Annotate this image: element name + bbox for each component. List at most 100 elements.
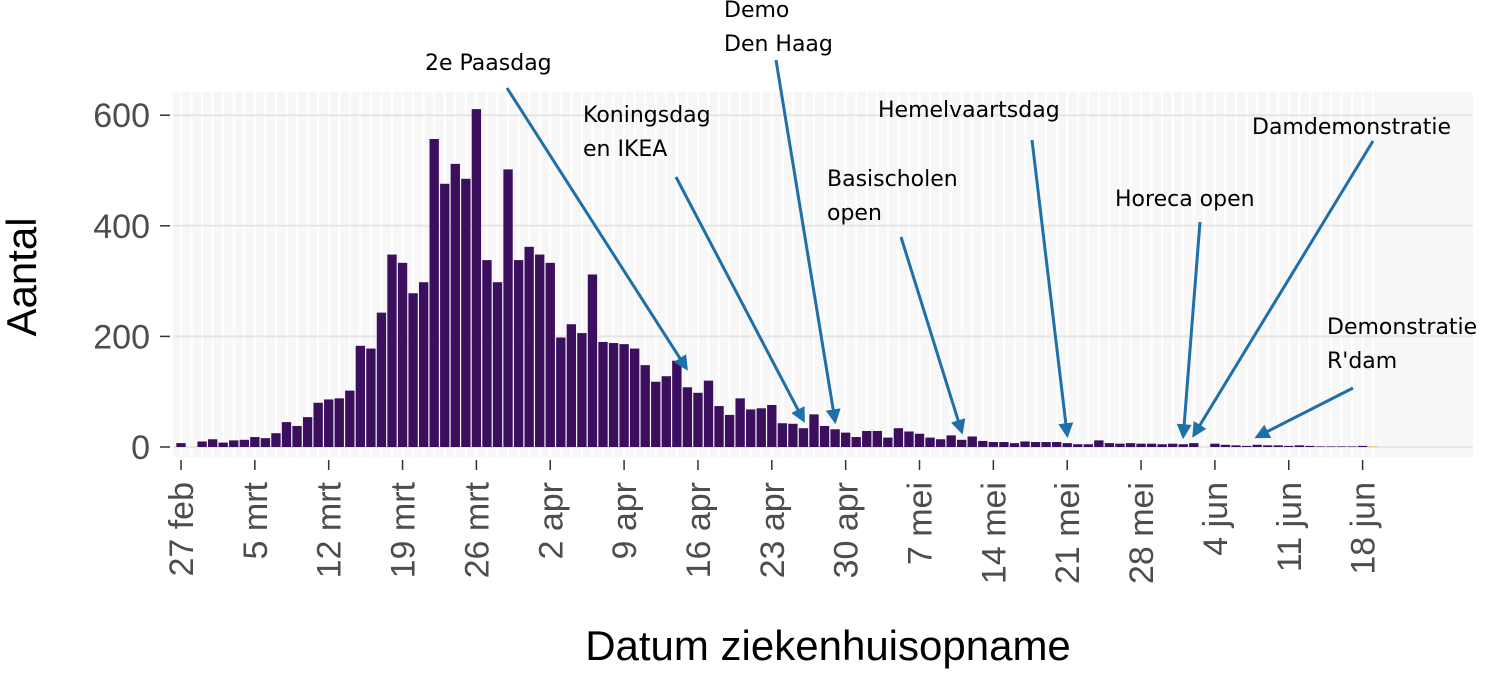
annotation: Horeca open [1115, 187, 1255, 440]
bar [461, 178, 471, 448]
bar [376, 312, 387, 447]
bar [651, 381, 661, 447]
bar [935, 439, 946, 447]
annotation-label: en IKEA [583, 137, 667, 162]
x-axis-title: Datum ziekenhuisopname [585, 622, 1071, 669]
bar [566, 324, 577, 447]
bar [418, 282, 429, 447]
bar [957, 439, 967, 447]
bar [1368, 446, 1378, 447]
annotation-label: Hemelvaartsdag [878, 98, 1060, 123]
bar [925, 437, 935, 447]
bars [176, 109, 1378, 448]
x-tick-label: 7 mei [902, 482, 940, 565]
bar [724, 414, 735, 447]
bar [1241, 445, 1252, 447]
bar [207, 439, 218, 447]
x-tick-label: 27 feb [163, 482, 201, 577]
annotation-arrow [1030, 139, 1074, 439]
x-tick-label: 26 mrt [458, 481, 496, 578]
bar [1336, 446, 1347, 447]
bar [714, 406, 724, 447]
x-tick-label: 4 jun [1197, 482, 1235, 556]
bar [777, 423, 788, 447]
bar [1347, 446, 1357, 447]
x-tick-label: 9 apr [606, 482, 644, 560]
bar [450, 163, 460, 447]
annotation-arrow [674, 176, 805, 423]
x-tick-label: 16 apr [680, 482, 718, 578]
bar [819, 425, 830, 447]
bar [735, 398, 745, 447]
annotation-label: Demonstratie [1327, 315, 1477, 340]
bar [608, 343, 619, 447]
bar [366, 348, 376, 447]
bar [292, 425, 302, 447]
x-tick-label: 5 mrt [237, 481, 275, 559]
bar [260, 438, 271, 447]
bar [492, 282, 503, 447]
bar [334, 398, 344, 447]
bar [619, 344, 629, 447]
bar [545, 262, 555, 447]
annotation-label: R'dam [1327, 349, 1397, 374]
bar [387, 254, 397, 447]
bar [408, 293, 418, 447]
bar [250, 437, 260, 447]
bar [893, 428, 904, 447]
bar [672, 360, 682, 447]
bar [693, 392, 703, 447]
annotation: 2e Paasdag [425, 51, 688, 371]
annotation: Damdemonstratie [1192, 115, 1451, 438]
bar [1210, 443, 1220, 447]
bar [239, 439, 249, 447]
bar [767, 404, 777, 447]
bar [503, 169, 513, 448]
x-tick-label: 19 mrt [385, 481, 423, 578]
bar [1157, 444, 1167, 447]
bar [471, 109, 482, 447]
bar [746, 409, 756, 447]
bar [355, 345, 366, 447]
bar [840, 432, 851, 447]
bar [1273, 445, 1283, 447]
bar [271, 433, 281, 447]
y-tick-label: 0 [131, 429, 150, 467]
annotation-label: 2e Paasdag [425, 51, 552, 76]
bar [1357, 445, 1368, 447]
annotation-label: Damdemonstratie [1252, 115, 1451, 140]
bar [988, 442, 999, 447]
bar [1073, 444, 1083, 447]
bar [524, 246, 534, 447]
annotation-arrow [774, 59, 841, 425]
bar [513, 260, 524, 447]
annotations: 2e Paasdag Koningsdag en IKEA Demo Den Haag B… [425, 0, 1477, 440]
bar [883, 437, 893, 447]
annotation-arrow [505, 87, 688, 371]
bar [397, 262, 408, 447]
bar [577, 333, 587, 447]
bar [1178, 444, 1188, 447]
bar [1305, 445, 1315, 447]
bar [1231, 445, 1241, 447]
bar [324, 399, 334, 447]
annotation: Hemelvaartsdag [878, 98, 1074, 439]
bar [1009, 443, 1020, 447]
annotation: Basischolen open [827, 167, 966, 435]
bar [197, 441, 207, 447]
bar [914, 433, 925, 447]
bar [1294, 445, 1304, 447]
y-axis-title: Aantal [0, 217, 45, 336]
x-tick-label: 23 apr [754, 482, 792, 578]
bar [1189, 443, 1199, 447]
bar [967, 436, 977, 447]
bar [999, 442, 1009, 447]
bar [313, 402, 323, 447]
bar [629, 348, 640, 447]
bar [830, 429, 840, 447]
x-tick-label: 21 mei [1049, 482, 1087, 584]
x-tick-label: 2 apr [532, 482, 570, 560]
bar [1136, 443, 1146, 447]
bar [587, 274, 598, 447]
bar [281, 422, 292, 447]
